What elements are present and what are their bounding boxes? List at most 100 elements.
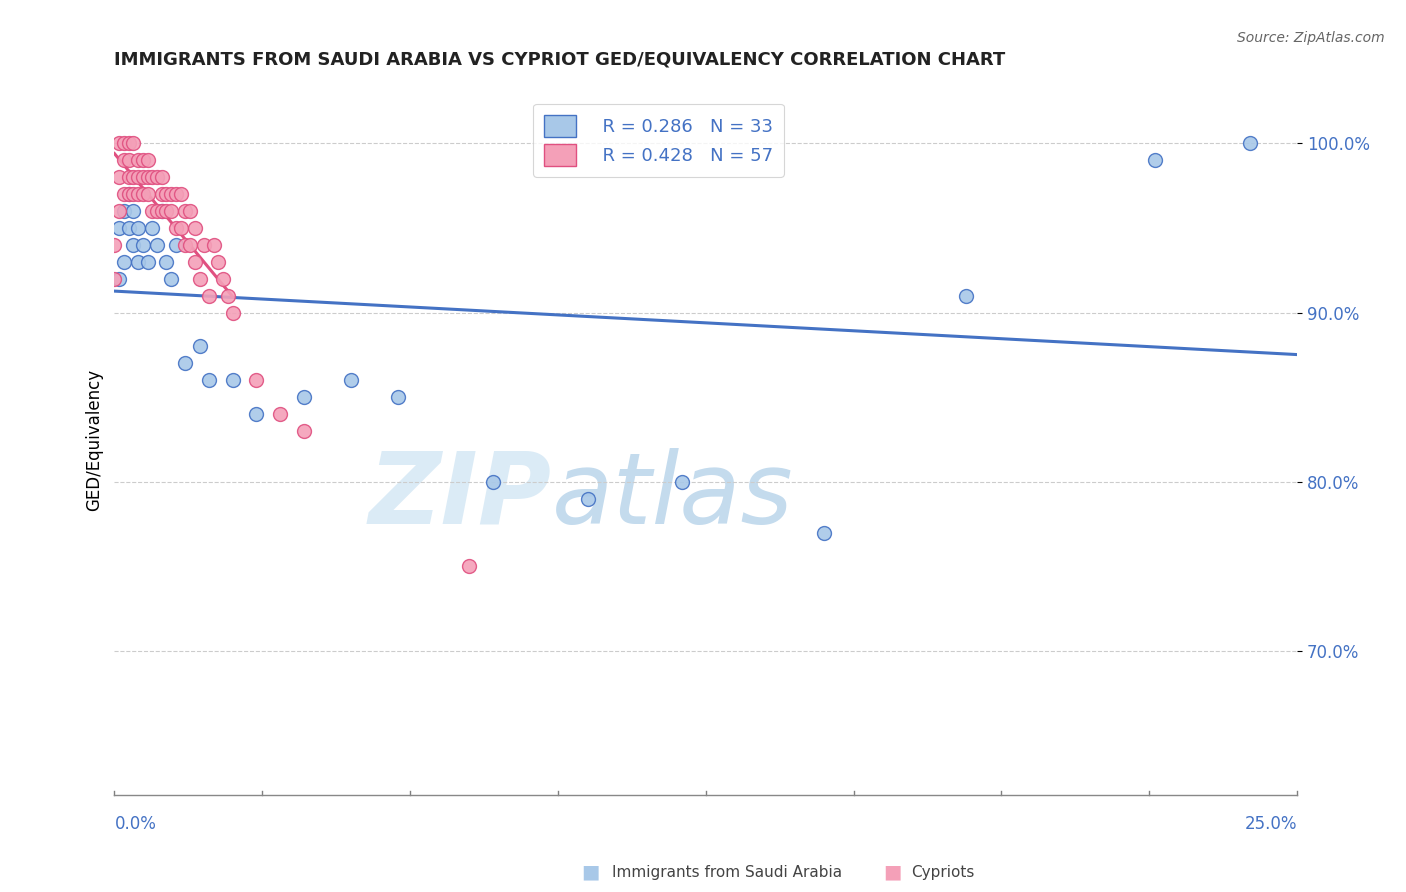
- Point: [132, 153, 155, 168]
- Point: [221, 373, 243, 387]
- Point: [132, 238, 155, 252]
- Point: [184, 254, 207, 268]
- Point: [112, 187, 135, 202]
- Point: [146, 238, 169, 252]
- Point: [292, 390, 315, 404]
- Point: [136, 187, 159, 202]
- Point: [155, 204, 177, 219]
- Point: [117, 187, 139, 202]
- Point: [108, 136, 131, 151]
- Point: [292, 424, 315, 438]
- Text: 25.0%: 25.0%: [1244, 815, 1298, 833]
- Point: [1144, 153, 1167, 168]
- Text: ZIP: ZIP: [368, 448, 553, 545]
- Point: [165, 187, 187, 202]
- Point: [127, 254, 149, 268]
- Point: [150, 204, 173, 219]
- Point: [141, 170, 163, 185]
- Text: Source: ZipAtlas.com: Source: ZipAtlas.com: [1237, 31, 1385, 45]
- Point: [482, 475, 505, 489]
- Point: [117, 170, 139, 185]
- Point: [169, 187, 191, 202]
- Point: [108, 221, 131, 235]
- Point: [122, 170, 145, 185]
- Point: [122, 204, 145, 219]
- Point: [117, 153, 139, 168]
- Point: [340, 373, 363, 387]
- Point: [955, 288, 977, 302]
- Point: [127, 221, 149, 235]
- Point: [387, 390, 409, 404]
- Point: [188, 271, 211, 285]
- Point: [127, 153, 149, 168]
- Point: [212, 271, 235, 285]
- Point: [217, 288, 239, 302]
- Point: [193, 238, 215, 252]
- Point: [155, 254, 177, 268]
- Point: [103, 271, 125, 285]
- Point: [198, 288, 221, 302]
- Point: [112, 136, 135, 151]
- Point: [188, 339, 211, 353]
- Point: [1239, 136, 1261, 151]
- Point: [136, 153, 159, 168]
- Text: ■: ■: [883, 863, 903, 882]
- Text: Cypriots: Cypriots: [911, 865, 974, 880]
- Point: [198, 373, 221, 387]
- Point: [146, 204, 169, 219]
- Point: [108, 271, 131, 285]
- Point: [132, 170, 155, 185]
- Point: [169, 221, 191, 235]
- Point: [155, 187, 177, 202]
- Point: [136, 170, 159, 185]
- Point: [160, 204, 183, 219]
- Point: [202, 238, 225, 252]
- Point: [458, 559, 481, 574]
- Point: [127, 170, 149, 185]
- Point: [141, 221, 163, 235]
- Point: [221, 305, 243, 319]
- Point: [122, 136, 145, 151]
- Point: [671, 475, 693, 489]
- Point: [165, 238, 187, 252]
- Point: [108, 170, 131, 185]
- Point: [165, 221, 187, 235]
- Point: [207, 254, 229, 268]
- Point: [150, 187, 173, 202]
- Point: [117, 136, 139, 151]
- Point: [136, 254, 159, 268]
- Point: [122, 187, 145, 202]
- Point: [174, 204, 197, 219]
- Point: [146, 170, 169, 185]
- Point: [179, 204, 201, 219]
- Point: [112, 254, 135, 268]
- Point: [103, 238, 125, 252]
- Point: [108, 204, 131, 219]
- Point: [150, 170, 173, 185]
- Text: Immigrants from Saudi Arabia: Immigrants from Saudi Arabia: [612, 865, 842, 880]
- Point: [576, 491, 599, 506]
- Point: [122, 238, 145, 252]
- Point: [245, 373, 267, 387]
- Point: [174, 238, 197, 252]
- Point: [141, 204, 163, 219]
- Text: atlas: atlas: [553, 448, 793, 545]
- Point: [184, 221, 207, 235]
- Point: [174, 356, 197, 370]
- Point: [245, 407, 267, 421]
- Point: [112, 204, 135, 219]
- Point: [269, 407, 291, 421]
- Y-axis label: GED/Equivalency: GED/Equivalency: [86, 368, 103, 510]
- Point: [112, 153, 135, 168]
- Point: [117, 221, 139, 235]
- Point: [132, 187, 155, 202]
- Legend:   R = 0.286   N = 33,   R = 0.428   N = 57: R = 0.286 N = 33, R = 0.428 N = 57: [533, 103, 785, 177]
- Text: IMMIGRANTS FROM SAUDI ARABIA VS CYPRIOT GED/EQUIVALENCY CORRELATION CHART: IMMIGRANTS FROM SAUDI ARABIA VS CYPRIOT …: [114, 51, 1005, 69]
- Text: ■: ■: [581, 863, 600, 882]
- Point: [117, 187, 139, 202]
- Point: [150, 204, 173, 219]
- Point: [127, 187, 149, 202]
- Text: 0.0%: 0.0%: [114, 815, 156, 833]
- Point: [160, 187, 183, 202]
- Point: [179, 238, 201, 252]
